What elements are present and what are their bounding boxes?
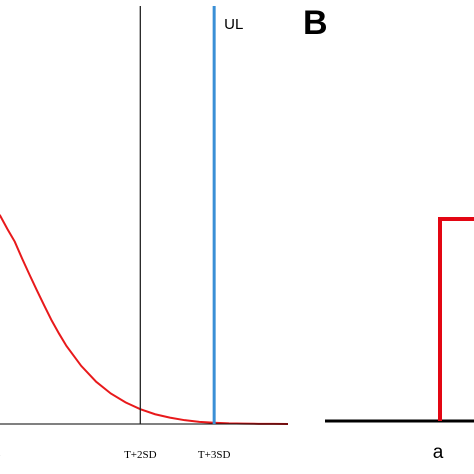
panel-b-x-tick-a: a bbox=[433, 442, 444, 463]
x-tick-label-fragment: o bbox=[0, 449, 1, 461]
series-curve-0 bbox=[0, 214, 289, 425]
x-tick-label-t-plus-3sd: T+3SD bbox=[198, 449, 231, 461]
ul-line-label: UL bbox=[224, 16, 243, 33]
panel-b-label: B bbox=[303, 4, 328, 42]
panel-b: B a bbox=[303, 4, 474, 463]
series-layer bbox=[0, 214, 289, 425]
panel-a-chart: UL T+2SD T+3SD o bbox=[0, 6, 289, 461]
x-tick-label-t-plus-2sd: T+2SD bbox=[124, 449, 157, 461]
panel-b-red-box bbox=[438, 217, 474, 421]
